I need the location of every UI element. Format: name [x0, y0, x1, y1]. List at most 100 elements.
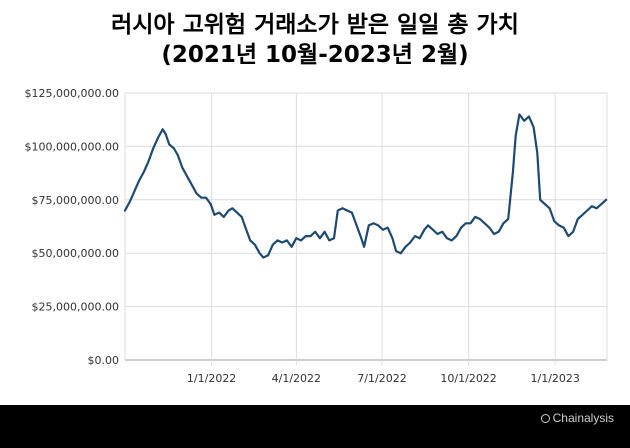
- data-point: [258, 252, 261, 255]
- data-point: [586, 209, 589, 212]
- data-point: [236, 211, 238, 214]
- data-point: [427, 224, 429, 227]
- data-point: [173, 147, 175, 150]
- data-point: [455, 235, 458, 238]
- data-point: [133, 190, 136, 193]
- data-point: [314, 230, 317, 233]
- data-point: [142, 171, 145, 173]
- data-point: [418, 237, 421, 240]
- data-point: [346, 209, 349, 212]
- data-point: [377, 224, 380, 227]
- data-point: [161, 128, 164, 131]
- data-point: [328, 239, 331, 242]
- data-point: [227, 209, 230, 212]
- y-tick-label: $125,000,000.00: [25, 87, 119, 100]
- data-point: [523, 119, 526, 122]
- data-point: [200, 196, 203, 199]
- data-point: [300, 239, 302, 242]
- chainalysis-logo-icon: [540, 414, 550, 423]
- x-tick-label: 1/1/2022: [187, 372, 236, 385]
- data-point: [244, 226, 247, 229]
- y-tick-label: $75,000,000.00: [32, 194, 119, 207]
- data-point: [581, 213, 584, 216]
- data-point: [205, 196, 207, 199]
- y-tick-label: $0.00: [88, 354, 120, 367]
- data-point: [341, 207, 344, 210]
- data-point: [493, 233, 495, 235]
- data-point: [249, 239, 252, 242]
- data-point: [168, 143, 171, 146]
- data-point: [276, 239, 279, 242]
- data-point: [367, 224, 370, 227]
- footer-bar: Chainalysis: [0, 405, 630, 448]
- data-point: [423, 228, 426, 231]
- chart-title: 러시아 고위험 거래소가 받은 일일 총 가치: [111, 12, 519, 38]
- data-point: [271, 243, 274, 246]
- data-point: [514, 134, 517, 137]
- y-tick-label: $100,000,000.00: [25, 140, 119, 153]
- data-point: [262, 256, 265, 259]
- x-tick-label: 10/1/2022: [440, 372, 496, 385]
- data-point: [558, 224, 560, 227]
- data-point: [605, 198, 607, 201]
- data-point: [460, 226, 462, 229]
- data-point: [446, 237, 448, 240]
- data-point: [333, 237, 335, 240]
- data-point: [164, 132, 167, 135]
- data-point: [386, 226, 389, 229]
- data-point: [469, 222, 472, 225]
- data-point: [414, 235, 416, 238]
- data-point: [518, 113, 521, 116]
- data-point: [600, 203, 603, 206]
- data-point: [351, 211, 353, 214]
- data-point: [176, 154, 179, 156]
- data-point: [544, 203, 546, 206]
- data-point: [391, 237, 394, 240]
- data-point: [186, 175, 189, 178]
- data-point: [157, 137, 159, 139]
- data-point: [536, 151, 539, 154]
- y-tick-label: $50,000,000.00: [32, 247, 119, 260]
- y-tick-label: $25,000,000.00: [32, 301, 119, 314]
- chart-subtitle: (2021년 10월-2023년 2월): [161, 42, 469, 68]
- data-point: [281, 241, 284, 244]
- data-point: [267, 254, 269, 257]
- data-point: [497, 230, 500, 233]
- line-chart: $0.00 $25,000,000.00 $50,000,000.00 $75,000…: [25, 87, 608, 385]
- data-point: [128, 201, 131, 203]
- data-point: [309, 235, 312, 238]
- data-point: [409, 241, 412, 244]
- data-point: [553, 220, 556, 223]
- data-point: [548, 207, 551, 210]
- data-point: [290, 245, 293, 248]
- data-point: [539, 198, 542, 201]
- data-point: [483, 222, 486, 225]
- data-point: [286, 239, 288, 242]
- data-point: [488, 226, 491, 229]
- data-point: [147, 160, 150, 163]
- data-point: [152, 147, 155, 150]
- data-point: [591, 205, 593, 208]
- data-point: [355, 224, 358, 227]
- data-point: [213, 213, 216, 216]
- data-point: [124, 209, 126, 212]
- data-point: [576, 218, 579, 220]
- data-point: [382, 228, 384, 231]
- data-point: [304, 235, 307, 238]
- data-point: [532, 126, 535, 129]
- data-point: [240, 216, 243, 218]
- data-point: [319, 237, 321, 240]
- data-point: [254, 243, 256, 246]
- data-point: [395, 250, 397, 253]
- data-point: [360, 237, 363, 240]
- brand-name: Chainalysis: [552, 411, 614, 425]
- data-point: [528, 115, 530, 118]
- data-point: [474, 216, 477, 218]
- data-point: [562, 226, 565, 229]
- data-point: [222, 216, 225, 218]
- data-point: [572, 230, 574, 233]
- data-point: [209, 203, 212, 206]
- data-point: [323, 230, 326, 233]
- data-point: [218, 211, 221, 214]
- data-point: [502, 222, 505, 225]
